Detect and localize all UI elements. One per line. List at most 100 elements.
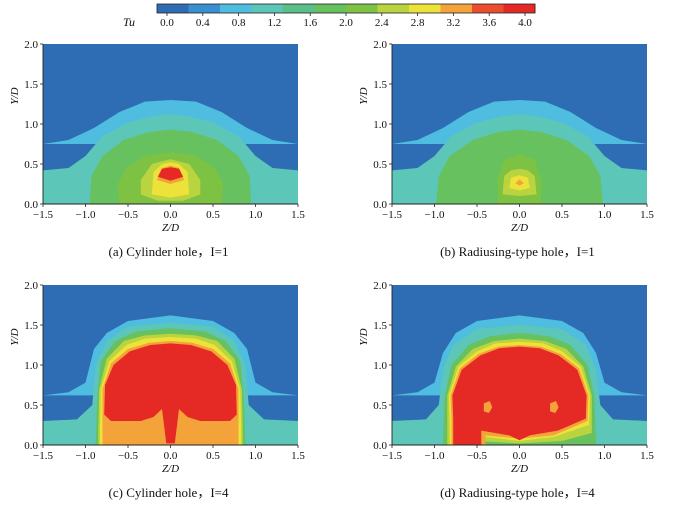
y-tick-label: 2.0 [373, 39, 387, 51]
colorbar-swatch [377, 4, 410, 13]
y-tick-label: 0.0 [24, 199, 38, 211]
y-axis-label: Y/D [9, 328, 21, 345]
x-tick-label: −1.0 [425, 450, 445, 462]
x-tick-label: 1.5 [640, 209, 654, 221]
contour-region [483, 401, 493, 413]
y-tick-label: 1.0 [373, 119, 387, 131]
y-tick-label: 2.0 [373, 280, 387, 292]
panel-caption: (d) Radiusing-type hole，I=4 [440, 485, 595, 500]
y-tick-label: 0.5 [24, 400, 38, 412]
x-tick-label: −1.0 [425, 209, 445, 221]
x-tick-label: 0.0 [164, 450, 178, 462]
x-tick-label: 0.0 [513, 209, 527, 221]
colorbar-swatch [188, 4, 221, 13]
plot-area [392, 285, 647, 445]
x-tick-label: −0.5 [467, 450, 487, 462]
x-tick-label: 0.0 [164, 209, 178, 221]
x-tick-label: 1.5 [640, 450, 654, 462]
y-tick-label: 1.0 [373, 360, 387, 372]
contour-panel: −1.5 −1.0 −0.5 0.0 0.5 1.0 1.5 0.0 0.5 1.0 1.5 2.0 Z… [9, 280, 305, 500]
colorbar-swatch [409, 4, 441, 13]
colorbar-tick-label: 3.2 [447, 17, 461, 29]
y-tick-label: 0.0 [373, 199, 387, 211]
y-tick-label: 1.5 [373, 79, 387, 91]
colorbar: Tu 0.0 0.4 0.8 1.2 1.6 2.0 2.4 2.8 3.2 3.6 4.0 [123, 3, 536, 29]
colorbar-swatch [220, 4, 252, 13]
x-axis-label: Z/D [511, 222, 528, 234]
x-tick-label: −1.5 [33, 450, 53, 462]
contour-panel: −1.5 −1.0 −0.5 0.0 0.5 1.0 1.5 0.0 0.5 1.0 1.5 2.0 Z… [358, 39, 654, 259]
colorbar-swatch [251, 4, 284, 13]
colorbar-tick-label: 3.6 [482, 17, 496, 29]
x-tick-label: 0.5 [206, 450, 220, 462]
x-tick-label: 0.0 [513, 450, 527, 462]
y-axis-label: Y/D [358, 328, 370, 345]
colorbar-tick-label: 0.8 [232, 17, 246, 29]
x-tick-label: 0.5 [555, 209, 569, 221]
y-tick-label: 1.5 [373, 320, 387, 332]
colorbar-tick-label: 2.4 [375, 17, 389, 29]
y-tick-label: 0.0 [24, 440, 38, 452]
y-tick-label: 1.0 [24, 360, 38, 372]
colorbar-tick-label: 0.0 [160, 17, 174, 29]
x-tick-label: −1.0 [76, 450, 96, 462]
colorbar-title: Tu [123, 15, 135, 29]
colorbar-tick-label: 0.4 [196, 17, 210, 29]
colorbar-tick-label: 1.6 [303, 17, 317, 29]
contour-panel: −1.5 −1.0 −0.5 0.0 0.5 1.0 1.5 0.0 0.5 1.0 1.5 2.0 Z… [9, 39, 305, 259]
x-tick-label: −1.0 [76, 209, 96, 221]
x-tick-label: 1.0 [598, 450, 612, 462]
colorbar-tick-label: 2.0 [339, 17, 353, 29]
panel-caption: (a) Cylinder hole，I=1 [109, 244, 229, 259]
x-axis-label: Z/D [511, 463, 528, 475]
y-tick-label: 0.5 [373, 159, 387, 171]
x-tick-label: 1.0 [598, 209, 612, 221]
colorbar-tick-label: 2.8 [411, 17, 425, 29]
x-tick-label: 1.5 [291, 209, 305, 221]
colorbar-swatch [440, 4, 473, 13]
colorbar-swatch [472, 4, 504, 13]
y-axis-label: Y/D [358, 87, 370, 104]
contour-region [452, 346, 587, 445]
x-tick-label: 1.5 [291, 450, 305, 462]
colorbar-swatch [157, 4, 189, 13]
plot-area [392, 44, 647, 204]
colorbar-swatch [314, 4, 347, 13]
x-axis-label: Z/D [162, 222, 179, 234]
colorbar-tick-label: 4.0 [518, 17, 532, 29]
x-tick-label: 0.5 [555, 450, 569, 462]
y-tick-label: 2.0 [24, 39, 38, 51]
plot-area [43, 285, 298, 445]
y-tick-label: 0.5 [373, 400, 387, 412]
y-tick-label: 1.5 [24, 79, 38, 91]
x-tick-label: −1.5 [382, 209, 402, 221]
panel-caption: (c) Cylinder hole，I=4 [109, 485, 229, 500]
x-tick-label: 0.5 [206, 209, 220, 221]
colorbar-tick-label: 1.2 [268, 17, 282, 29]
y-axis-label: Y/D [9, 87, 21, 104]
y-tick-label: 0.0 [373, 440, 387, 452]
x-tick-label: 1.0 [249, 209, 263, 221]
colorbar-swatch [346, 4, 378, 13]
plot-area [43, 44, 298, 204]
x-tick-label: −0.5 [118, 209, 138, 221]
x-tick-label: 1.0 [249, 450, 263, 462]
x-tick-label: −1.5 [382, 450, 402, 462]
colorbar-swatch [503, 4, 536, 13]
panel-caption: (b) Radiusing-type hole，I=1 [440, 244, 595, 259]
x-axis-label: Z/D [162, 463, 179, 475]
colorbar-swatch [283, 4, 315, 13]
y-tick-label: 1.0 [24, 119, 38, 131]
x-tick-label: −1.5 [33, 209, 53, 221]
x-tick-label: −0.5 [467, 209, 487, 221]
y-tick-label: 2.0 [24, 280, 38, 292]
y-tick-label: 0.5 [24, 159, 38, 171]
x-tick-label: −0.5 [118, 450, 138, 462]
contour-region [515, 179, 524, 186]
contour-region [550, 401, 559, 413]
y-tick-label: 1.5 [24, 320, 38, 332]
contour-panel: −1.5 −1.0 −0.5 0.0 0.5 1.0 1.5 0.0 0.5 1.0 1.5 2.0 Z… [358, 280, 654, 500]
contour-region [104, 343, 237, 444]
contour-region [157, 167, 184, 181]
